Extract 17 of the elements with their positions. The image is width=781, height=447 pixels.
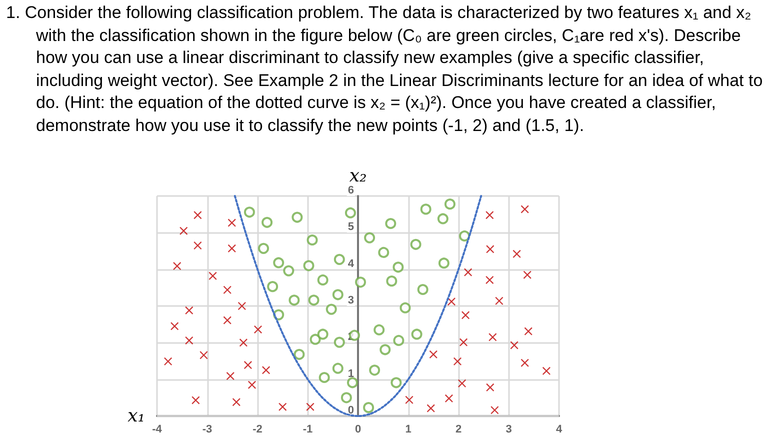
- y-tick-label: 5: [348, 221, 354, 234]
- x-tick-label: -3: [202, 424, 212, 436]
- y-tick-label: 3: [348, 294, 354, 306]
- y-tick-label: 0: [348, 404, 354, 416]
- x-tick-label: -4: [152, 424, 163, 436]
- x-axis-title: x₁: [128, 406, 145, 426]
- x-tick-label: 1: [405, 424, 412, 436]
- x-tick-label: 3: [506, 424, 512, 436]
- y-tick-label: 4: [348, 258, 355, 270]
- x-tick-label: -1: [302, 424, 313, 436]
- x-tick-label: 2: [455, 424, 462, 436]
- chart-title: 1. Consider the following classification problem. The data is characterized by two features x₁ and x₂ with the classification shown in the figure below (C₀ are green circles, C₁are red x's). Describe how you can use a linear discriminant to classify new examples (give a specific classifier, including weight vector). See Example 2 in the Linear Discriminants lecture for an idea of what to do. (Hint: the equation of the dotted curve is x₂ = (x₁)²). Once you have created a classifier, demonstrate how you use it to classify the new points (-1, 2) and (1.5, 1).: [6, 2, 764, 136]
- x-tick-label: -2: [252, 424, 262, 436]
- y-tick-label: 1: [348, 368, 354, 380]
- x-tick-label: 4: [556, 424, 563, 436]
- y-tick-label: 6: [348, 184, 354, 196]
- y-axis-title: x₂: [349, 166, 367, 187]
